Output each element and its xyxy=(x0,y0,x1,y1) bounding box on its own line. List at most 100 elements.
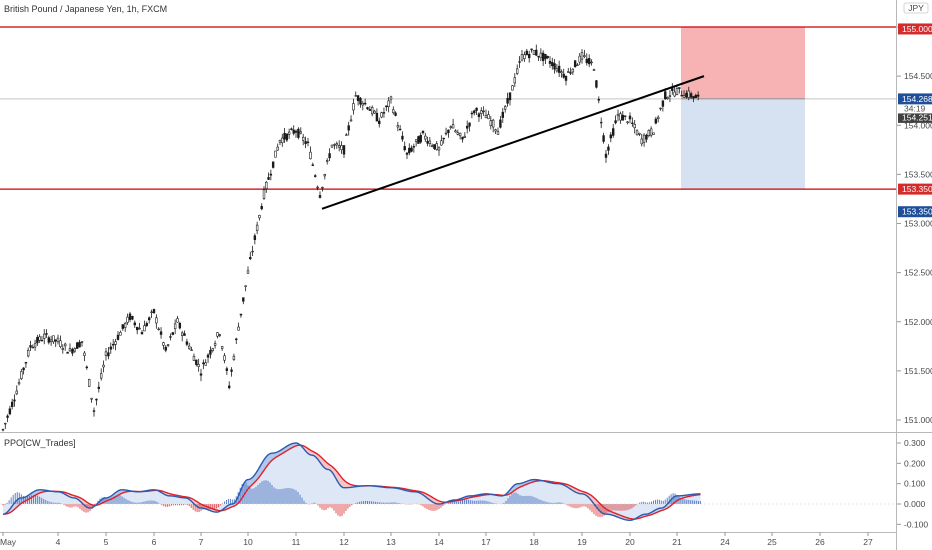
ppo-fill-segment xyxy=(254,474,255,483)
candle-body xyxy=(394,112,397,116)
countdown-bg xyxy=(898,104,932,114)
candle-body xyxy=(195,359,198,365)
candle-body xyxy=(292,129,295,134)
candle-body xyxy=(347,125,350,131)
candle-body xyxy=(202,362,205,365)
candle-body xyxy=(611,128,615,136)
candle-body xyxy=(356,95,360,102)
candle-body xyxy=(414,139,418,142)
ppo-axis[interactable]: 0.300 0.200 0.100 0.000 -0.100 xyxy=(897,438,928,529)
candle-body xyxy=(92,410,96,412)
candle-body xyxy=(340,145,343,151)
candle-body xyxy=(61,348,65,350)
candle-body xyxy=(661,100,665,107)
trendline xyxy=(321,75,705,210)
candle-body xyxy=(482,110,485,113)
ppo-fill-segment xyxy=(342,477,343,488)
candle-body xyxy=(389,96,393,100)
candle-body xyxy=(249,256,252,260)
ppo-fill-segment xyxy=(325,460,326,469)
ppo-tick-label: 0.000 xyxy=(904,499,926,509)
chart-title[interactable]: British Pound / Japanese Yen, 1h, FXCM xyxy=(4,4,167,14)
currency-badge[interactable] xyxy=(903,2,929,14)
indicator-title[interactable]: PPO[CW_Trades] xyxy=(4,438,76,448)
candle-body xyxy=(487,114,490,120)
candle-body xyxy=(199,373,203,376)
trendline-group[interactable] xyxy=(321,75,705,210)
candle-body xyxy=(24,362,28,364)
candle-body xyxy=(148,317,151,321)
horizontal-levels[interactable] xyxy=(0,26,897,190)
candle-body xyxy=(477,113,481,118)
candle-body xyxy=(544,54,547,60)
ppo-fill-segment xyxy=(264,458,265,471)
main-price-pane[interactable] xyxy=(0,26,897,432)
candle-body xyxy=(255,224,259,231)
candle-body xyxy=(675,88,679,95)
ppo-fill-segment xyxy=(516,483,517,490)
candle-body xyxy=(548,60,552,64)
short-position-tool[interactable] xyxy=(681,27,805,190)
price-tick-label: 154.000 xyxy=(904,120,932,130)
candle-body xyxy=(444,132,448,135)
candle-body xyxy=(578,55,581,63)
candle-body xyxy=(532,50,536,55)
candle-body xyxy=(475,107,478,111)
ppo-fill-segment xyxy=(346,482,348,488)
candle-body xyxy=(121,324,125,329)
candle-body xyxy=(626,121,629,124)
candle-body xyxy=(337,145,341,148)
candle-body xyxy=(220,346,224,349)
time-axis[interactable]: May 4 5 6 7 10 11 12 13 14 17 18 19 20 21 24 25 26 27 xyxy=(0,532,873,547)
candle-body xyxy=(489,120,492,126)
date-tick-label: 27 xyxy=(863,537,873,547)
candle-body xyxy=(306,141,310,144)
candle-body xyxy=(173,323,177,330)
ppo-fill-segment xyxy=(271,453,272,462)
ppo-indicator-pane[interactable] xyxy=(0,442,897,521)
candle-body xyxy=(297,128,300,138)
candle-body xyxy=(342,145,346,155)
candle-body xyxy=(449,126,452,128)
ppo-tick-label: -0.100 xyxy=(904,519,928,529)
price-tag-label: 154.251 xyxy=(902,112,932,122)
candle-body xyxy=(401,135,404,140)
ppo-fill-segment xyxy=(272,453,273,461)
ppo-fill-segment xyxy=(270,453,271,463)
price-tick-label: 152.000 xyxy=(904,317,932,327)
candle-body xyxy=(237,326,240,331)
candle-body xyxy=(628,115,632,120)
candle-body xyxy=(421,130,425,134)
ppo-fill-segment xyxy=(326,461,327,470)
ppo-fill-segment xyxy=(345,481,347,488)
candle-body xyxy=(535,49,538,56)
ppo-tick-label: 0.300 xyxy=(904,438,926,448)
price-tag-label: 154.268 xyxy=(902,94,932,104)
ppo-fill-segment xyxy=(340,475,341,487)
candle-body xyxy=(597,99,601,101)
price-tag xyxy=(898,93,932,105)
candle-body xyxy=(283,132,286,140)
candle-body xyxy=(183,333,186,336)
candle-body xyxy=(456,132,459,135)
ppo-fill-segment xyxy=(273,452,274,460)
candle-body xyxy=(680,94,683,97)
ppo-fill-segment xyxy=(253,475,254,484)
candle-body xyxy=(169,336,172,338)
price-tick-label: 153.500 xyxy=(904,169,932,179)
candle-body xyxy=(696,94,700,97)
candle-body xyxy=(642,134,646,143)
candle-body xyxy=(619,113,622,121)
ppo-fill-segment xyxy=(324,459,325,469)
candle-body xyxy=(499,119,502,128)
candle-body xyxy=(396,125,400,128)
candle-body xyxy=(508,92,512,101)
candle-body xyxy=(437,147,441,151)
candle-body xyxy=(621,114,625,121)
candle-body xyxy=(638,132,641,135)
candle-body xyxy=(102,364,105,368)
candle-body xyxy=(571,68,575,73)
date-tick-label: 14 xyxy=(434,537,444,547)
candle-body xyxy=(592,69,596,71)
